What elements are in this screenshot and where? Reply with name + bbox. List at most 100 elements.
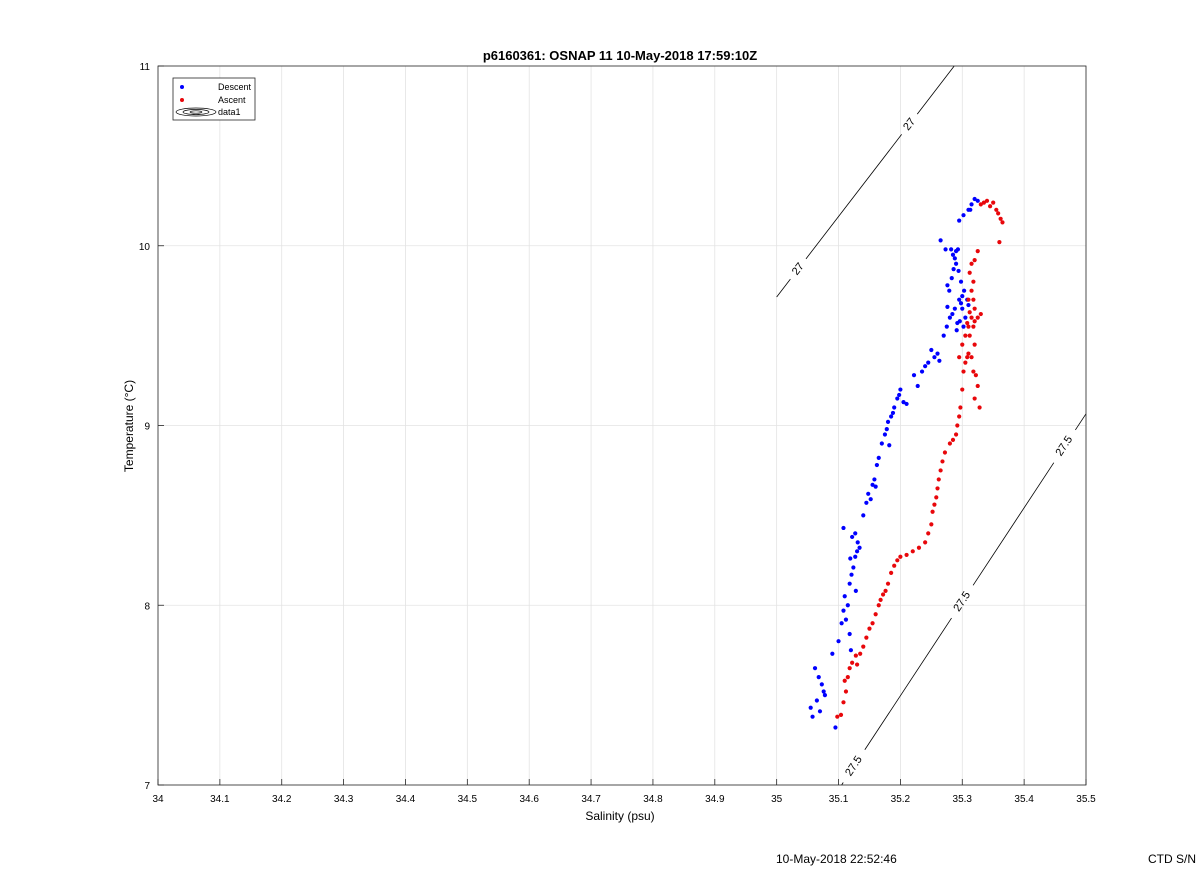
ascent-point	[947, 441, 952, 446]
x-tick-label: 35.5	[1076, 794, 1096, 805]
legend-ascent-label: Ascent	[218, 95, 246, 105]
descent-point	[847, 581, 852, 586]
descent-point	[904, 401, 909, 407]
descent-point	[864, 500, 869, 505]
ascent-point	[892, 563, 897, 568]
ascent-point	[953, 432, 959, 437]
descent-point	[890, 410, 896, 416]
descent-point	[968, 207, 973, 212]
x-tick-label: 34.9	[705, 794, 725, 805]
descent-point	[949, 276, 954, 281]
descent-point	[897, 392, 902, 398]
ascent-point	[978, 311, 983, 317]
ascent-point	[861, 644, 866, 649]
isopycnal-label: 27.5	[1053, 434, 1075, 458]
descent-point	[954, 328, 959, 333]
descent-point	[819, 682, 824, 687]
ascent-point	[965, 355, 970, 360]
x-tick-label: 35.2	[891, 794, 911, 805]
ascent-point	[916, 545, 922, 550]
descent-point	[845, 603, 850, 608]
ascent-point	[984, 198, 990, 203]
descent-point	[923, 364, 928, 369]
ascent-point	[965, 320, 970, 326]
isopycnal-label: 27.5	[951, 589, 973, 613]
x-tick-label: 34.5	[458, 794, 478, 805]
descent-point	[848, 648, 854, 653]
ascent-point	[972, 396, 977, 401]
descent-point	[952, 256, 957, 261]
descent-point	[938, 238, 943, 243]
descent-point	[958, 301, 964, 306]
x-tick-label: 34	[152, 794, 164, 805]
descent-point	[975, 198, 980, 203]
x-tick-label: 34.3	[334, 794, 354, 805]
ascent-point	[967, 333, 972, 338]
ascent-point	[904, 552, 909, 558]
ascent-point	[971, 369, 976, 374]
ascent-point	[981, 200, 987, 205]
ascent-point	[969, 315, 974, 320]
descent-point	[945, 304, 950, 309]
x-tick-label: 34.2	[272, 794, 292, 805]
descent-point	[814, 698, 819, 703]
ascent-point	[1000, 220, 1005, 225]
descent-point	[866, 491, 871, 496]
descent-point	[945, 283, 950, 288]
legend-ascent-marker	[180, 98, 184, 102]
ascent-point	[870, 621, 875, 626]
descent-point	[848, 556, 853, 561]
ascent-point	[854, 662, 860, 667]
ascent-point	[876, 603, 881, 608]
descent-point	[944, 324, 949, 329]
ascent-point	[960, 387, 965, 392]
descent-point	[836, 639, 841, 644]
descent-point	[812, 666, 818, 671]
ascent-point	[942, 450, 948, 455]
descent-point	[892, 405, 897, 410]
descent-point	[885, 419, 891, 425]
grid-lines	[157, 65, 1087, 786]
descent-point	[868, 497, 873, 502]
ascent-point	[841, 700, 846, 705]
ascent-point	[850, 660, 855, 665]
ascent-point	[963, 333, 968, 338]
y-tick-label: 11	[140, 62, 151, 73]
descent-point	[855, 540, 860, 545]
ascent-point	[971, 297, 976, 302]
descent-point	[884, 426, 889, 432]
descent-point	[955, 247, 961, 252]
descent-point	[941, 333, 946, 338]
ascent-point	[961, 369, 966, 374]
ascent-point	[936, 477, 941, 482]
ascent-point	[969, 288, 974, 293]
descent-point	[898, 387, 903, 392]
descent-point	[962, 288, 967, 293]
descent-point	[956, 268, 961, 274]
descent-point	[929, 347, 934, 353]
descent-point	[889, 414, 894, 419]
descent-point	[816, 675, 821, 680]
descent-point	[851, 565, 856, 570]
descent-point	[857, 545, 862, 550]
footer-timestamp: 10-May-2018 22:52:46	[776, 852, 897, 866]
ascent-point	[842, 678, 847, 683]
isopycnal-line-segment	[864, 617, 952, 750]
descent-point	[833, 725, 838, 730]
descent-point	[972, 196, 977, 202]
y-axis-label: Temperature (°C)	[122, 380, 136, 472]
ascent-point	[972, 342, 977, 347]
y-tick-label: 7	[144, 781, 150, 792]
descent-point	[963, 315, 968, 320]
ascent-point	[895, 558, 900, 563]
descent-point	[830, 651, 835, 656]
descent-point	[861, 513, 866, 518]
descent-point	[966, 302, 971, 308]
descent-point	[872, 477, 877, 482]
descent-point	[901, 400, 906, 405]
ascent-point	[988, 204, 993, 209]
descent-point	[874, 462, 879, 468]
descent-point	[947, 288, 952, 293]
ascent-point	[991, 200, 996, 205]
descent-point	[950, 252, 956, 257]
